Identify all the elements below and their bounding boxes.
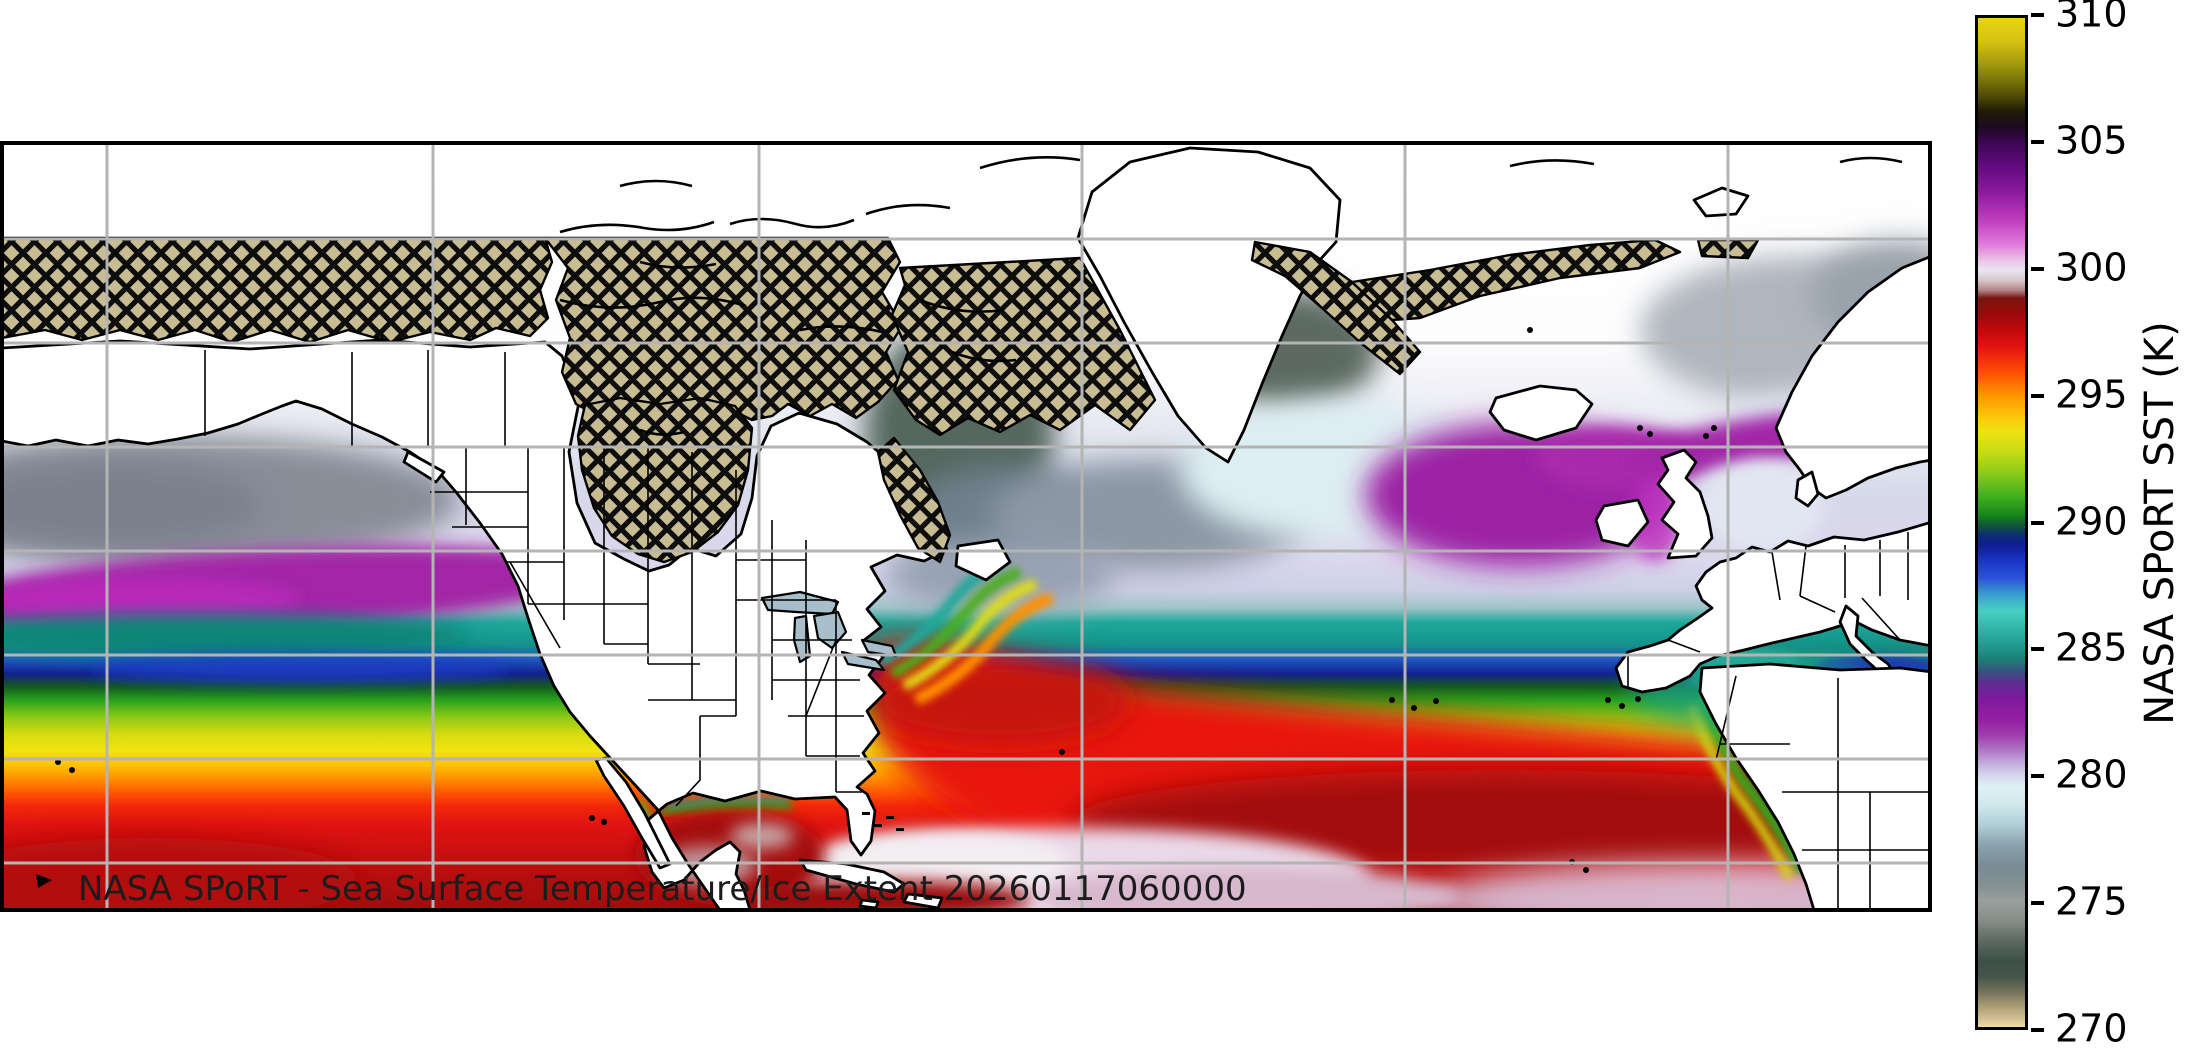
small-islands: [36, 327, 1717, 888]
ice-hudson-bay: [576, 396, 754, 564]
tick-mark: [2031, 774, 2044, 779]
great-britain: [1656, 448, 1714, 560]
graticule-gridlines: [2, 143, 1930, 910]
tick-mark: [2031, 647, 2044, 652]
tick-label: 295: [2055, 372, 2128, 417]
tick-mark: [2031, 266, 2044, 271]
arctic-coastline-fragments: [559, 156, 1903, 436]
tick-label: 275: [2055, 879, 2128, 924]
ice-baffin-bay: [890, 256, 1157, 437]
colorbar-axis-label: NASA SPoRT SST (K): [2137, 321, 2183, 725]
tick-mark: [2031, 13, 2044, 17]
ireland: [1594, 498, 1650, 548]
ice-labrador-coast: [876, 436, 952, 564]
political-borders: [204, 350, 1930, 910]
tick-mark: [2031, 901, 2044, 906]
tick-label: 285: [2055, 625, 2128, 670]
scandinavia: [1774, 255, 1930, 500]
tick-label: 290: [2055, 498, 2128, 543]
tick-mark: [2031, 393, 2044, 398]
tick-mark: [2031, 520, 2044, 525]
tick-label: 305: [2055, 118, 2128, 163]
tick-label: 310: [2055, 0, 2128, 36]
svalbard: [1692, 186, 1750, 218]
cuba: [798, 858, 906, 894]
ice-denmark-strait: [1350, 238, 1682, 322]
colorbar: 310 305 300 295 290 285 280 275 270: [1975, 0, 2128, 1047]
tick-label: 270: [2055, 1006, 2128, 1051]
colorbar-gradient: [1975, 15, 2028, 1030]
ice-greenland-east: [1250, 240, 1422, 376]
baja-california: [594, 756, 672, 870]
ice-canadian-archipelago: [543, 236, 904, 422]
denmark: [1794, 470, 1820, 508]
ice-bering-chukchi: [2, 236, 554, 344]
greenland: [1076, 146, 1342, 464]
pacific-sst-features: [2, 348, 672, 910]
iceland: [1488, 384, 1594, 442]
tick-label: 280: [2055, 752, 2128, 797]
sea-ice-extent: [2, 236, 1760, 564]
tick-mark: [2031, 139, 2044, 144]
tick-mark: [2031, 1028, 2044, 1032]
tick-label: 300: [2055, 245, 2128, 290]
plot-title: NASA SPoRT - Sea Surface Temperature/Ice…: [78, 869, 1247, 909]
map-frame: [0, 141, 1932, 912]
